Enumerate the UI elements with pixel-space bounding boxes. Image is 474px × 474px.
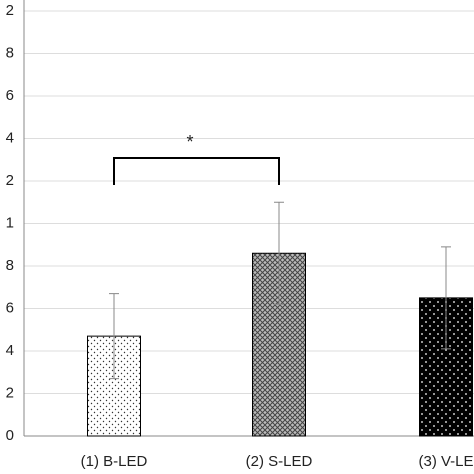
y-tick-label: 2 bbox=[6, 384, 14, 401]
y-tick-label: 4 bbox=[6, 129, 14, 146]
y-tick-label: 2 bbox=[6, 172, 14, 189]
y-tick-label: 4 bbox=[6, 342, 14, 359]
y-tick-label: 6 bbox=[6, 299, 14, 316]
error-bar bbox=[274, 201, 284, 305]
significance-bracket bbox=[113, 157, 280, 185]
y-tick-label: 8 bbox=[6, 44, 14, 61]
error-bar bbox=[109, 293, 119, 380]
y-tick-label: 0 bbox=[6, 427, 14, 444]
y-tick-label: 6 bbox=[6, 87, 14, 104]
x-tick-label: (2) S-LED bbox=[246, 453, 313, 470]
x-tick-label: (1) B-LED bbox=[81, 453, 148, 470]
y-tick-label: 2 bbox=[6, 2, 14, 19]
y-tick-label: 8 bbox=[6, 257, 14, 274]
error-bar bbox=[441, 246, 451, 350]
annotation: * bbox=[186, 132, 193, 152]
x-tick-label: (3) V-LE bbox=[418, 453, 473, 470]
y-tick-label: 1 bbox=[6, 214, 14, 231]
